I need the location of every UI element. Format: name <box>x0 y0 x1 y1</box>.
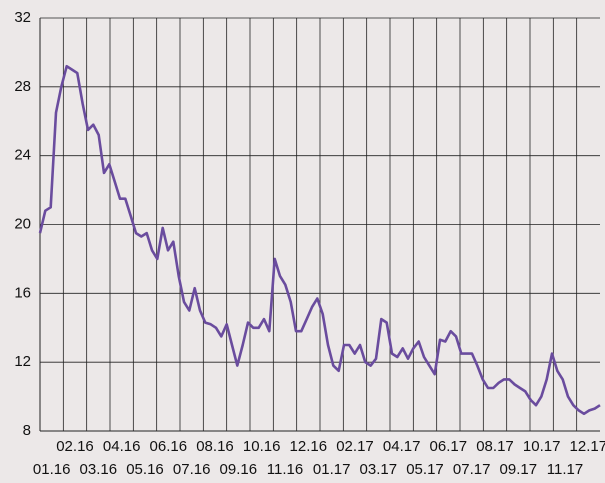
x-tick-label: 11.17 <box>547 461 583 478</box>
y-tick-label: 28 <box>14 78 31 95</box>
x-tick-label: 01.17 <box>313 461 351 478</box>
y-tick-label: 8 <box>23 422 31 439</box>
x-tick-label: 04.17 <box>383 438 421 455</box>
x-tick-label: 08.17 <box>476 438 514 455</box>
y-tick-label: 20 <box>14 215 31 232</box>
x-tick-label: 01.16 <box>33 461 71 478</box>
data-line <box>38 64 601 416</box>
x-tick-label: 09.17 <box>500 461 538 478</box>
y-tick-label: 24 <box>14 147 31 164</box>
x-tick-label: 03.16 <box>80 461 118 478</box>
x-tick-label: 05.17 <box>406 461 444 478</box>
x-tick-label: 09.16 <box>220 461 258 478</box>
x-tick-label: 03.17 <box>360 461 398 478</box>
x-tick-label: 07.16 <box>173 461 211 478</box>
x-tick-label: 10.17 <box>523 438 561 455</box>
x-tick-label: 12.17 <box>570 438 605 455</box>
x-tick-label: 12.16 <box>290 438 328 455</box>
x-tick-label: 10.16 <box>243 438 281 455</box>
x-tick-label: 06.16 <box>150 438 188 455</box>
x-tick-label: 04.16 <box>103 438 141 455</box>
x-tick-label: 02.16 <box>56 438 94 455</box>
y-tick-label: 12 <box>14 353 31 370</box>
x-tick-label: 02.17 <box>336 438 374 455</box>
y-tick-label: 32 <box>14 9 31 26</box>
x-tick-label: 05.16 <box>126 461 164 478</box>
x-tick-label: 07.17 <box>453 461 491 478</box>
x-tick-label: 06.17 <box>430 438 468 455</box>
x-tick-label: 11.16 <box>267 461 303 478</box>
x-tick-label: 08.16 <box>196 438 234 455</box>
y-tick-label: 16 <box>14 284 31 301</box>
